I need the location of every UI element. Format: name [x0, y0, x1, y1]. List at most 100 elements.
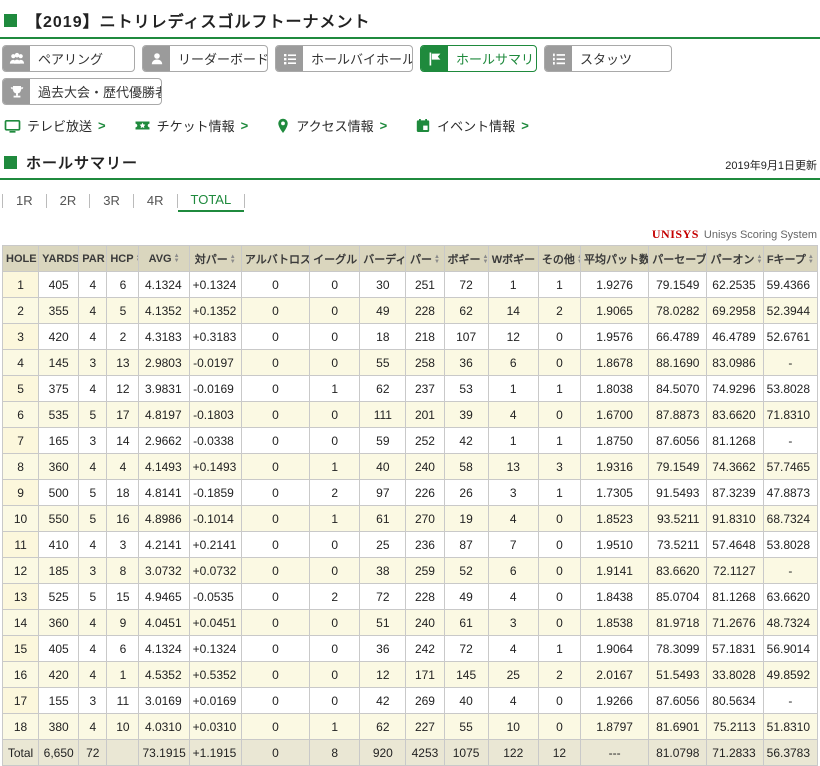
link-label: アクセス情報: [296, 116, 373, 135]
column-header[interactable]: Wボギー▲▼: [488, 246, 538, 272]
column-header[interactable]: PAR▲▼: [79, 246, 107, 272]
cell: 55: [360, 350, 406, 376]
cell: 4.1493: [139, 454, 189, 480]
cell: 4: [79, 324, 107, 350]
column-header[interactable]: 対パー▲▼: [189, 246, 241, 272]
nav-button-leaderboard[interactable]: リーダーボード: [142, 45, 268, 72]
column-header[interactable]: イーグル▲▼: [310, 246, 360, 272]
column-header[interactable]: パーセーブ▲▼: [649, 246, 707, 272]
cell: 155: [39, 688, 79, 714]
cell: 39: [444, 402, 488, 428]
cell: [107, 740, 139, 766]
tab-2r[interactable]: 2R: [47, 191, 90, 211]
column-header[interactable]: ボギー▲▼: [444, 246, 488, 272]
cell: 58: [444, 454, 488, 480]
cell: -0.0535: [189, 584, 241, 610]
sort-icon[interactable]: ▲▼: [808, 255, 814, 265]
link-tv-broadcast[interactable]: テレビ放送 >: [4, 116, 106, 135]
column-header[interactable]: パーオン▲▼: [707, 246, 763, 272]
nav-row-2: 過去大会・歴代優勝者: [2, 78, 820, 105]
hole-summary-table: HOLE▲▼YARDS▲▼PAR▲▼HCP▲▼AVG▲▼対パー▲▼アルバトロス▲…: [2, 245, 818, 766]
cell: 36: [444, 350, 488, 376]
cell: 1075: [444, 740, 488, 766]
cell: 26: [444, 480, 488, 506]
cell: 17: [107, 402, 139, 428]
cell: 87.6056: [649, 428, 707, 454]
sort-icon[interactable]: ▲▼: [434, 255, 440, 265]
cell: 4: [488, 688, 538, 714]
cell: 14: [107, 428, 139, 454]
cell: 71.2676: [707, 610, 763, 636]
cell: 61: [444, 610, 488, 636]
green-square-bullet: [4, 156, 17, 169]
column-header[interactable]: HCP▲▼: [107, 246, 139, 272]
cell: 0: [310, 428, 360, 454]
cell: 535: [39, 402, 79, 428]
sort-icon[interactable]: ▲▼: [756, 255, 762, 265]
cell: 4: [488, 584, 538, 610]
cell: 4: [79, 532, 107, 558]
column-header[interactable]: 平均パット数▲▼: [581, 246, 649, 272]
nav-button-hole-summary[interactable]: ホールサマリ: [420, 45, 537, 72]
cell: +0.3183: [189, 324, 241, 350]
cell: 18: [107, 480, 139, 506]
tab-total[interactable]: TOTAL: [178, 190, 245, 212]
cell: 0: [538, 714, 580, 740]
cell: 55: [444, 714, 488, 740]
column-header[interactable]: HOLE▲▼: [3, 246, 39, 272]
column-header[interactable]: その他▲▼: [538, 246, 580, 272]
updated-timestamp: 2019年9月1日更新: [725, 157, 817, 173]
cell: 0: [310, 636, 360, 662]
cell: 74.9296: [707, 376, 763, 402]
cell: 1.9276: [581, 272, 649, 298]
nav-button-past-tournaments[interactable]: 過去大会・歴代優勝者: [2, 78, 162, 105]
cell: 1: [107, 662, 139, 688]
cell: 9: [107, 610, 139, 636]
cell: -: [763, 558, 817, 584]
cell: 226: [406, 480, 444, 506]
column-header[interactable]: AVG▲▼: [139, 246, 189, 272]
cell: 62: [360, 376, 406, 402]
sort-icon[interactable]: ▲▼: [483, 255, 489, 265]
tab-4r[interactable]: 4R: [134, 191, 177, 211]
cell: 5: [79, 506, 107, 532]
link-event-info[interactable]: イベント情報 >: [415, 116, 529, 135]
person-icon: [143, 46, 170, 71]
cell: 201: [406, 402, 444, 428]
cell: 4.9465: [139, 584, 189, 610]
cell: 5: [107, 298, 139, 324]
link-access-info[interactable]: アクセス情報 >: [276, 116, 387, 135]
cell: -0.0338: [189, 428, 241, 454]
cell: 355: [39, 298, 79, 324]
tab-1r[interactable]: 1R: [3, 191, 46, 211]
column-header[interactable]: アルバトロス▲▼: [241, 246, 309, 272]
cell: 420: [39, 662, 79, 688]
nav-button-stats[interactable]: スタッツ: [544, 45, 672, 72]
cell: 1: [310, 506, 360, 532]
column-header[interactable]: パー▲▼: [406, 246, 444, 272]
link-ticket-info[interactable]: チケット情報 >: [134, 116, 249, 135]
nav-button-label: スタッツ: [572, 46, 640, 71]
column-header[interactable]: バーディ▲▼: [360, 246, 406, 272]
column-header[interactable]: Fキープ▲▼: [763, 246, 817, 272]
cell: 2: [538, 298, 580, 324]
tab-3r[interactable]: 3R: [90, 191, 133, 211]
nav-button-hole-by-hole[interactable]: ホールバイホール: [275, 45, 413, 72]
cell: 1.7305: [581, 480, 649, 506]
column-header[interactable]: YARDS▲▼: [39, 246, 79, 272]
cell: -0.1859: [189, 480, 241, 506]
sort-icon[interactable]: ▲▼: [136, 254, 139, 264]
cell: 3: [107, 532, 139, 558]
cell: 12: [538, 740, 580, 766]
cell: 0: [241, 298, 309, 324]
sort-icon[interactable]: ▲▼: [577, 255, 581, 265]
sort-icon[interactable]: ▲▼: [230, 255, 236, 265]
sort-icon[interactable]: ▲▼: [174, 254, 180, 264]
nav-button-pairing[interactable]: ペアリング: [2, 45, 135, 72]
